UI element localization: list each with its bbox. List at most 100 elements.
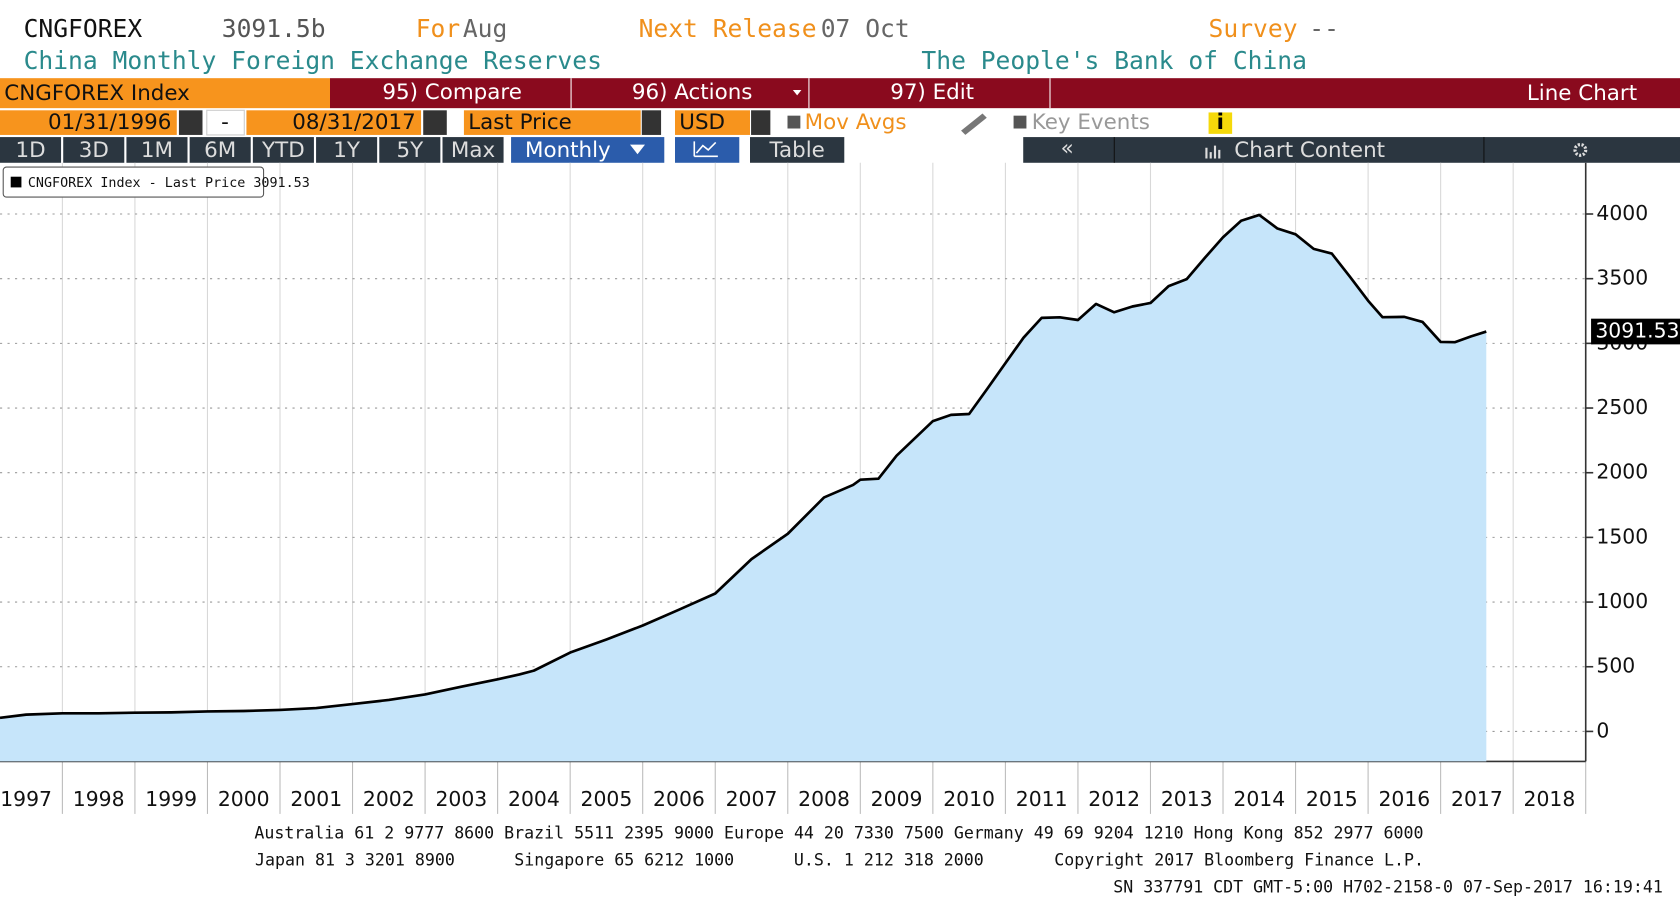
x-tick-label: 2017 — [1451, 787, 1503, 811]
x-tick-label: 2016 — [1378, 787, 1430, 811]
key-events[interactable]: Key Events — [1032, 110, 1150, 135]
y-tick-label: 2500 — [1596, 395, 1648, 419]
range-label[interactable]: 3D — [79, 138, 109, 163]
content-icon — [1205, 145, 1221, 159]
info-button[interactable] — [1208, 112, 1233, 134]
range-button[interactable] — [63, 137, 125, 163]
pencil-icon[interactable] — [961, 113, 987, 135]
field[interactable]: Last Price — [468, 110, 572, 135]
range-button[interactable] — [379, 137, 441, 163]
calendar-button[interactable] — [178, 110, 203, 135]
edit[interactable]: 97) Edit — [890, 80, 974, 105]
range-button[interactable] — [252, 137, 314, 163]
line — [0, 213, 1487, 720]
range-button[interactable] — [189, 137, 251, 163]
compare[interactable]: 95) Compare — [382, 80, 522, 105]
x-tick-label: 2007 — [726, 787, 778, 811]
calendar-button[interactable] — [423, 110, 447, 135]
x-tick-label: 2012 — [1088, 787, 1140, 811]
x-tick-label: 2011 — [1016, 787, 1068, 811]
menu-bar — [330, 78, 1680, 109]
range-label[interactable]: YTD — [261, 138, 305, 163]
gear-icon[interactable] — [1573, 142, 1588, 157]
range-label[interactable]: Max — [451, 138, 495, 163]
actions[interactable]: 96) Actions — [632, 80, 753, 105]
range-button[interactable] — [126, 137, 188, 163]
start-date[interactable]: 01/31/1996 — [48, 110, 171, 135]
legend-swatch — [10, 176, 22, 188]
footer-line: Singapore 65 6212 1000 — [514, 851, 734, 870]
table-button[interactable] — [750, 137, 845, 163]
x-tick-label: 2004 — [508, 787, 560, 811]
for-value: Aug — [463, 14, 507, 43]
range-label[interactable]: 1Y — [333, 138, 361, 163]
x-tick-label: 2010 — [943, 787, 995, 811]
range-label[interactable]: 1M — [141, 138, 173, 163]
source: The People's Bank of China — [921, 46, 1307, 75]
range-button[interactable] — [442, 137, 504, 163]
x-tick-label: 2005 — [581, 787, 633, 811]
range-label[interactable]: 6M — [204, 138, 236, 163]
dropdown-arrow — [792, 89, 802, 96]
dropdown-button[interactable] — [641, 110, 662, 135]
x-tick-label: 2015 — [1306, 787, 1358, 811]
back[interactable]: « — [1061, 136, 1074, 161]
dropdown-button[interactable] — [751, 110, 771, 135]
end-date-field[interactable] — [246, 110, 422, 135]
mov-avgs[interactable]: Mov Avgs — [805, 110, 907, 135]
dropdown-arrow — [630, 144, 645, 155]
x-tick-label: 1997 — [0, 787, 52, 811]
range-button[interactable] — [316, 137, 378, 163]
footer-line: Japan 81 3 3201 8900 — [255, 851, 455, 870]
y-tick-label: 1500 — [1596, 524, 1648, 548]
footer-line: Copyright 2017 Bloomberg Finance L.P. — [1054, 851, 1424, 870]
x-tick-label: 2013 — [1161, 787, 1213, 811]
x-tick-label: 2001 — [290, 787, 342, 811]
range-label[interactable]: 1D — [15, 138, 45, 163]
currency[interactable]: USD — [679, 110, 725, 135]
x-tick-label: 2009 — [871, 787, 923, 811]
range-button[interactable] — [0, 137, 62, 163]
checkbox[interactable] — [1013, 115, 1027, 129]
x-tick-label: 2003 — [435, 787, 487, 811]
info[interactable]: i — [1217, 110, 1224, 135]
footer-line: SN 337791 CDT GMT-5:00 H702-2158-0 07-Se… — [1113, 877, 1663, 896]
security-box[interactable] — [0, 78, 330, 109]
y-tick-label: 1000 — [1596, 589, 1648, 613]
legend-box — [2, 166, 265, 198]
chart-content[interactable]: Chart Content — [1234, 138, 1385, 163]
y-tick-label: 500 — [1596, 654, 1635, 678]
end-date[interactable]: 08/31/2017 — [292, 110, 415, 135]
ticker: CNGFOREX — [24, 14, 143, 43]
chart-type[interactable]: Line Chart — [1527, 81, 1637, 106]
start-date-field[interactable] — [0, 110, 177, 135]
x-tick-label: 2014 — [1233, 787, 1285, 811]
y-tick-label: 4000 — [1596, 201, 1648, 225]
release-value: 07 Oct — [821, 14, 910, 43]
field-select[interactable] — [463, 110, 641, 135]
security[interactable]: CNGFOREX Index — [4, 81, 190, 106]
chart-icon — [693, 141, 718, 158]
y-tick-label: 3500 — [1596, 266, 1648, 290]
range-label[interactable]: 5Y — [396, 138, 424, 163]
x-tick-label: 2000 — [218, 787, 270, 811]
separator: - — [221, 110, 229, 135]
table[interactable]: Table — [768, 138, 824, 163]
last-value-box — [1591, 318, 1680, 345]
currency-select[interactable] — [675, 110, 750, 135]
survey-value: -- — [1309, 14, 1339, 43]
checkbox[interactable] — [787, 115, 801, 129]
legend-label: CNGFOREX Index - Last Price 3091.53 — [28, 176, 310, 191]
release-label: Next Release — [639, 14, 817, 43]
period[interactable]: Monthly — [525, 138, 611, 163]
x-tick-label: 2018 — [1524, 787, 1576, 811]
y-tick-label: 0 — [1596, 718, 1609, 742]
x-tick-label: 1999 — [145, 787, 197, 811]
separator-field — [206, 109, 245, 136]
description: China Monthly Foreign Exchange Reserves — [24, 46, 602, 75]
last-value: 3091.5b — [222, 14, 326, 43]
for-label: For — [416, 14, 460, 43]
footer-line: Australia 61 2 9777 8600 Brazil 5511 239… — [254, 824, 1423, 843]
x-tick-label: 1998 — [73, 787, 125, 811]
